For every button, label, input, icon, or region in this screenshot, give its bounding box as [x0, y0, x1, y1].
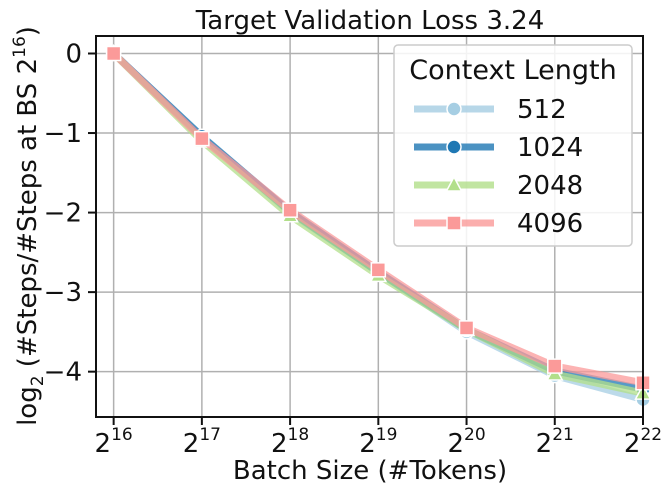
y-axis-label: log2 (#Steps/#Steps at BS 216)	[10, 26, 48, 426]
legend-marker-1024	[446, 139, 462, 155]
legend-entry-4096: 4096	[414, 209, 583, 239]
legend-marker-2048	[445, 175, 463, 192]
x-tick-label-3: 219	[359, 425, 397, 459]
y-tick-label-4: −4	[44, 358, 82, 388]
series-lines	[104, 43, 652, 408]
chart-title: Target Validation Loss 3.24	[195, 6, 545, 36]
series-4096	[105, 45, 651, 391]
legend-entry-1024: 1024	[414, 133, 583, 163]
legend: Context Length 512 1024 2048 4096	[393, 44, 633, 247]
legend-label-4096: 4096	[517, 209, 583, 239]
x-tick-label-0: 216	[95, 425, 133, 459]
point-4096-4	[458, 320, 475, 336]
x-tick-label-1: 217	[183, 425, 221, 459]
x-axis-label: Batch Size (#Tokens)	[233, 456, 507, 486]
y-tick-label-2: −2	[44, 199, 82, 229]
point-4096-0	[105, 45, 122, 62]
legend-label-2048: 2048	[517, 171, 583, 201]
legend-box	[393, 44, 633, 247]
legend-label-512: 512	[517, 95, 567, 125]
x-tick-label-6: 222	[624, 425, 662, 459]
legend-entries: 512 1024 2048 4096	[414, 95, 583, 239]
plot-frame	[95, 35, 644, 418]
x-tick-label-2: 218	[271, 425, 309, 459]
y-tick-label-1: −1	[44, 119, 82, 149]
point-4096-2	[282, 202, 298, 218]
legend-label-1024: 1024	[517, 133, 583, 163]
legend-marker-512	[446, 101, 462, 117]
x-tick-label-5: 221	[536, 425, 574, 459]
axis-ticks: 216 217 218 219 220 221 222 0 −1 −2 −3 −4	[44, 39, 662, 459]
point-4096-3	[370, 262, 387, 278]
x-tick-label-4: 220	[447, 425, 485, 459]
legend-title: Context Length	[409, 55, 616, 86]
y-tick-label-3: −3	[44, 278, 82, 308]
legend-marker-4096	[446, 215, 462, 231]
point-4096-1	[194, 130, 210, 147]
legend-entry-2048: 2048	[414, 171, 583, 201]
point-4096-5	[547, 358, 563, 374]
y-tick-label-0: 0	[65, 39, 82, 69]
legend-entry-512: 512	[414, 95, 567, 125]
